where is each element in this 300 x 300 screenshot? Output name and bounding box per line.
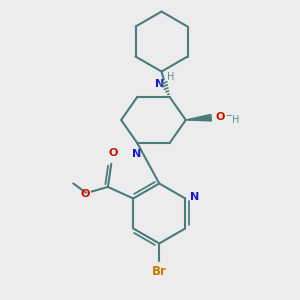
Text: O: O [216,112,225,122]
Text: –: – [225,109,231,122]
Text: O: O [80,189,89,199]
Text: N: N [190,192,199,202]
Text: H: H [167,72,175,82]
Text: H: H [232,115,239,125]
Text: Br: Br [152,266,167,278]
Text: N: N [131,149,141,159]
Text: N: N [154,79,164,89]
Text: O: O [109,148,118,158]
Polygon shape [186,115,211,121]
